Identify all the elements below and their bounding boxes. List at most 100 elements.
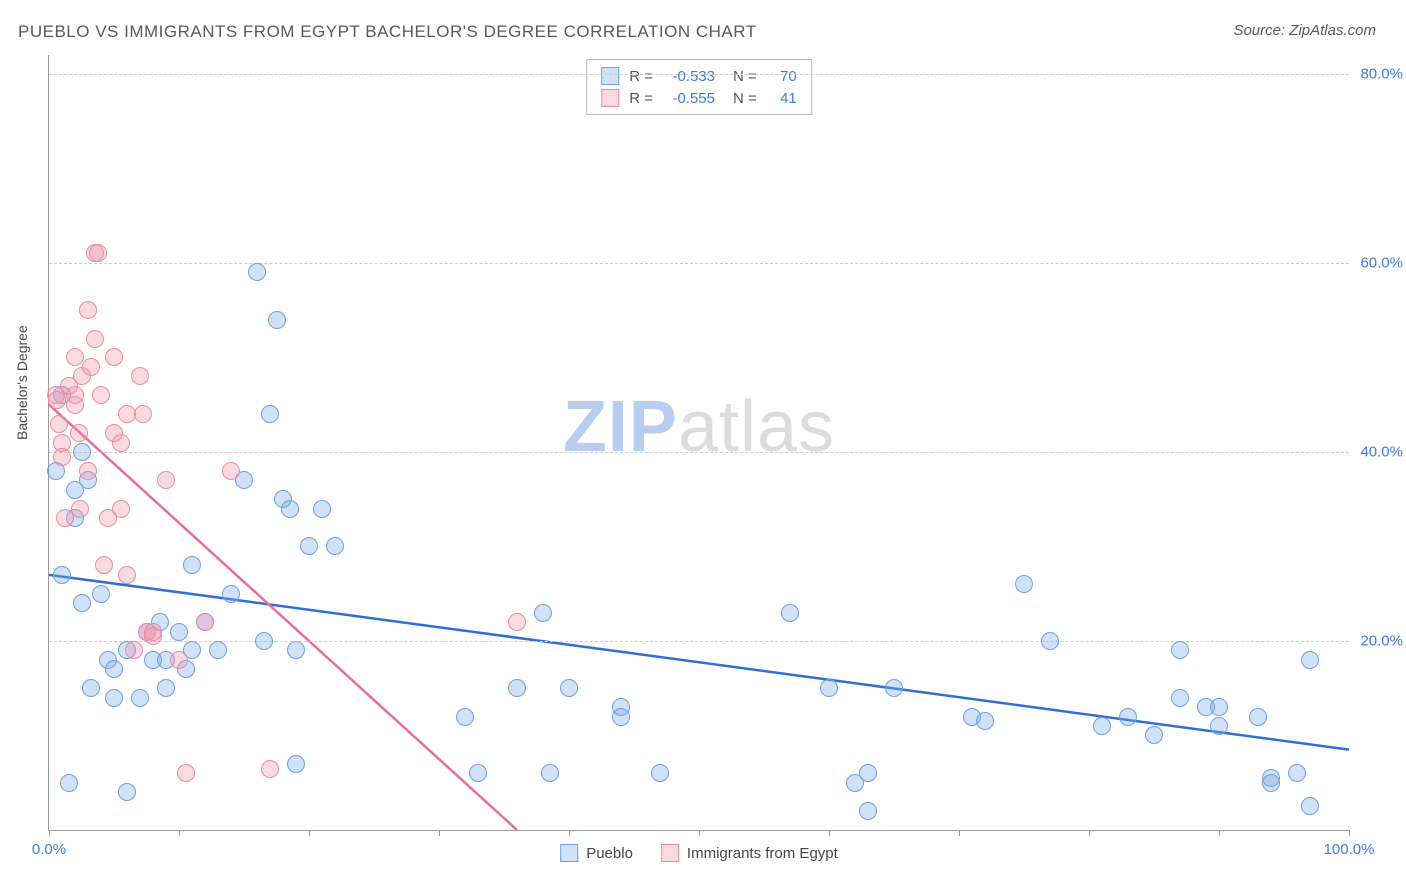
- x-tick: [959, 830, 960, 836]
- n-label: N =: [733, 90, 757, 107]
- scatter-point: [183, 556, 201, 574]
- scatter-point: [1015, 575, 1033, 593]
- n-label: N =: [733, 68, 757, 85]
- y-tick-label: 60.0%: [1360, 254, 1403, 271]
- scatter-point: [79, 301, 97, 319]
- watermark-part-a: ZIP: [563, 387, 678, 467]
- scatter-point: [105, 660, 123, 678]
- watermark-part-b: atlas: [678, 387, 835, 467]
- scatter-point: [300, 537, 318, 555]
- r-label: R =: [629, 68, 653, 85]
- scatter-point: [1249, 708, 1267, 726]
- scatter-point: [612, 708, 630, 726]
- scatter-point: [313, 500, 331, 518]
- scatter-point: [1119, 708, 1137, 726]
- scatter-point: [131, 367, 149, 385]
- scatter-point: [177, 764, 195, 782]
- x-tick: [49, 830, 50, 836]
- x-tick: [309, 830, 310, 836]
- x-tick: [179, 830, 180, 836]
- scatter-point: [66, 396, 84, 414]
- scatter-point: [1301, 651, 1319, 669]
- scatter-point: [112, 434, 130, 452]
- scatter-point: [1262, 774, 1280, 792]
- scatter-point: [86, 330, 104, 348]
- y-axis-label: Bachelor's Degree: [14, 325, 30, 440]
- scatter-point: [112, 500, 130, 518]
- scatter-point: [79, 462, 97, 480]
- series-legend: Pueblo Immigrants from Egypt: [560, 844, 838, 862]
- trend-line: [49, 575, 1349, 750]
- x-tick: [1349, 830, 1350, 836]
- scatter-point: [95, 556, 113, 574]
- series-swatch: [601, 67, 619, 85]
- scatter-point: [125, 641, 143, 659]
- scatter-point: [170, 623, 188, 641]
- scatter-point: [48, 391, 66, 409]
- scatter-point: [287, 755, 305, 773]
- scatter-point: [131, 689, 149, 707]
- scatter-point: [170, 651, 188, 669]
- scatter-point: [92, 585, 110, 603]
- scatter-point: [53, 448, 71, 466]
- scatter-point: [326, 537, 344, 555]
- scatter-point: [1171, 689, 1189, 707]
- scatter-point: [560, 679, 578, 697]
- source-attribution: Source: ZipAtlas.com: [1233, 22, 1376, 39]
- scatter-point: [134, 405, 152, 423]
- legend-swatch: [661, 844, 679, 862]
- gridline: [49, 452, 1349, 453]
- scatter-point: [287, 641, 305, 659]
- x-tick: [699, 830, 700, 836]
- scatter-point: [859, 802, 877, 820]
- scatter-point: [118, 783, 136, 801]
- scatter-point: [144, 627, 162, 645]
- legend-label: Pueblo: [586, 845, 633, 862]
- y-tick-label: 40.0%: [1360, 443, 1403, 460]
- scatter-point: [105, 689, 123, 707]
- legend-item: Immigrants from Egypt: [661, 844, 838, 862]
- scatter-point: [71, 500, 89, 518]
- scatter-point: [82, 358, 100, 376]
- scatter-point: [820, 679, 838, 697]
- legend-swatch: [560, 844, 578, 862]
- r-label: R =: [629, 90, 653, 107]
- scatter-point: [222, 585, 240, 603]
- scatter-point: [157, 679, 175, 697]
- legend-item: Pueblo: [560, 844, 633, 862]
- x-tick-label: 0.0%: [32, 841, 66, 858]
- scatter-point: [268, 311, 286, 329]
- x-tick: [439, 830, 440, 836]
- scatter-point: [89, 244, 107, 262]
- trend-line: [49, 405, 517, 830]
- scatter-point: [255, 632, 273, 650]
- scatter-point: [92, 386, 110, 404]
- gridline: [49, 74, 1349, 75]
- x-tick-label: 100.0%: [1324, 841, 1375, 858]
- scatter-point: [248, 263, 266, 281]
- stats-row: R =-0.533N =70: [601, 65, 797, 87]
- scatter-point: [209, 641, 227, 659]
- legend-label: Immigrants from Egypt: [687, 845, 838, 862]
- y-tick-label: 80.0%: [1360, 65, 1403, 82]
- scatter-point: [1288, 764, 1306, 782]
- x-tick: [569, 830, 570, 836]
- scatter-point: [50, 415, 68, 433]
- scatter-point: [1145, 726, 1163, 744]
- scatter-point: [82, 679, 100, 697]
- scatter-point: [781, 604, 799, 622]
- scatter-point: [105, 348, 123, 366]
- scatter-point: [261, 405, 279, 423]
- trend-lines-layer: [49, 55, 1349, 830]
- scatter-point: [651, 764, 669, 782]
- n-value: 70: [767, 68, 797, 85]
- x-tick: [1089, 830, 1090, 836]
- r-value: -0.555: [663, 90, 715, 107]
- scatter-point: [73, 443, 91, 461]
- scatter-point: [534, 604, 552, 622]
- gridline: [49, 641, 1349, 642]
- scatter-point: [1041, 632, 1059, 650]
- scatter-point: [885, 679, 903, 697]
- scatter-point: [196, 613, 214, 631]
- scatter-point: [508, 679, 526, 697]
